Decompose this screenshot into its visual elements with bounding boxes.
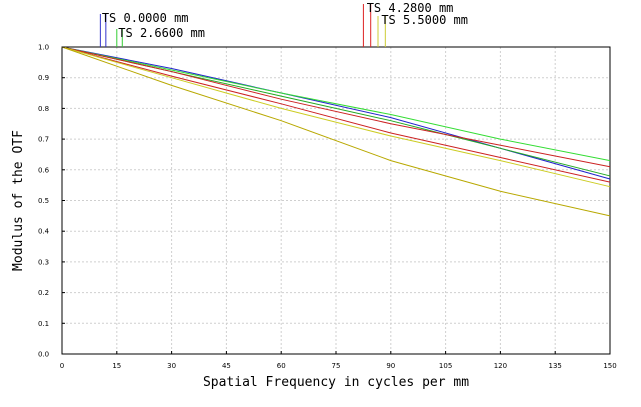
- y-tick-label: 0.0: [38, 351, 49, 359]
- tick-layer: 0 15 30 45 60 75 90 105 120 135 150 0.0 0.1 0.2 0.3 0.4…: [38, 44, 617, 371]
- y-tick-label: 1.0: [38, 44, 49, 52]
- y-tick-label: 0.8: [38, 105, 49, 113]
- series-line-7: [61, 46, 611, 217]
- grid-layer: [62, 47, 610, 354]
- x-axis-title: Spatial Frequency in cycles per mm: [203, 375, 469, 390]
- annotation-label: TS 4.2800 mm: [367, 1, 454, 15]
- series-line-6: [61, 46, 611, 188]
- x-tick-label: 30: [167, 362, 176, 370]
- y-tick-label: 0.5: [38, 197, 49, 205]
- annotation-label: TS 5.5000 mm: [381, 13, 468, 27]
- x-tick-label: 105: [439, 362, 452, 370]
- y-tick-label: 0.7: [38, 136, 49, 144]
- x-tick-label: 45: [222, 362, 231, 370]
- x-tick-label: 120: [494, 362, 507, 370]
- annotation-label: TS 2.6600 mm: [118, 26, 205, 40]
- y-tick-label: 0.3: [38, 258, 49, 266]
- series-line-5: [61, 46, 611, 183]
- x-tick-label: 90: [386, 362, 395, 370]
- y-tick-label: 0.2: [38, 289, 49, 297]
- y-axis-title: Modulus of the OTF: [11, 130, 26, 271]
- x-tick-label: 135: [549, 362, 562, 370]
- y-tick-label: 0.1: [38, 320, 49, 328]
- x-tick-label: 60: [277, 362, 286, 370]
- annotation-label: TS 0.0000 mm: [102, 11, 189, 25]
- series-line-4: [61, 46, 611, 168]
- series-layer: [61, 46, 611, 217]
- y-tick-label: 0.9: [38, 74, 49, 82]
- x-tick-label: 75: [332, 362, 341, 370]
- y-tick-label: 0.4: [38, 228, 50, 236]
- series-line-3: [61, 46, 611, 162]
- y-tick-label: 0.6: [38, 166, 50, 174]
- x-tick-label: 0: [60, 362, 64, 370]
- x-tick-label: 15: [112, 362, 121, 370]
- x-tick-label: 150: [603, 362, 616, 370]
